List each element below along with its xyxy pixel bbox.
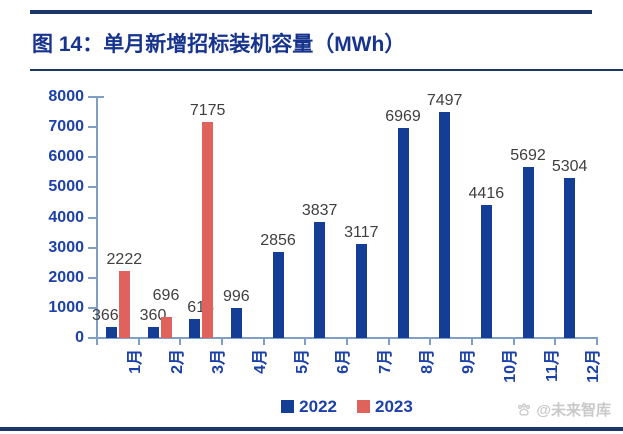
data-label-2022-8月: 6969 (385, 108, 421, 126)
x-axis-tick-mark (387, 339, 390, 345)
data-label-2023-2月: 696 (152, 287, 180, 305)
y-axis-top-cap (97, 96, 104, 98)
x-axis-tick-mark (96, 339, 98, 345)
data-label-2022-2月: 360 (139, 307, 167, 325)
y-axis-tick-label: 7000 (48, 118, 84, 136)
data-label-2022-4月: 996 (222, 287, 250, 305)
data-label-2022-6月: 3837 (301, 202, 338, 220)
x-axis-tick-mark (179, 339, 182, 345)
figure-title: 图 14：单月新增招标装机容量（MWh） (32, 33, 406, 56)
y-axis-line (96, 97, 98, 339)
bar-2022-3月 (189, 319, 201, 338)
y-axis-tick-mark (88, 126, 97, 129)
x-axis-line (96, 337, 598, 339)
paw-icon (518, 403, 531, 416)
x-axis-tick-mark (596, 339, 598, 345)
bar-2022-4月 (230, 307, 242, 338)
title-underline (30, 69, 623, 71)
y-axis-tick-mark (88, 186, 97, 189)
legend-swatch-2023 (357, 399, 370, 413)
y-axis-tick-label: 2000 (48, 268, 84, 286)
data-label-2023-1月: 2222 (106, 251, 143, 269)
x-axis-label-5月: 5月 (293, 349, 311, 374)
x-axis-tick-mark (554, 339, 557, 345)
bar-2022-10月 (480, 204, 492, 338)
bar-2023-3月 (202, 121, 214, 338)
x-axis-label-7月: 7月 (376, 349, 394, 374)
x-axis-tick-mark (304, 339, 307, 345)
y-axis-tick-mark (88, 276, 97, 279)
x-axis-tick-mark (471, 339, 473, 345)
chart-legend: 2022 2023 (97, 396, 597, 416)
watermark: @未来智库 (516, 399, 611, 420)
bar-2022-7月 (355, 244, 367, 338)
x-axis-label-8月: 8月 (418, 349, 436, 374)
y-axis-tick-mark (88, 306, 97, 309)
data-label-2022-11月: 5692 (510, 146, 546, 164)
x-axis-tick-mark (262, 339, 265, 345)
top-accent-rule (30, 10, 592, 14)
x-axis-label-11月: 11月 (543, 349, 561, 382)
x-axis-label-9月: 9月 (460, 349, 478, 374)
bar-2023-1月 (118, 271, 130, 338)
bar-2023-2月 (160, 317, 172, 338)
bar-2022-9月 (439, 112, 451, 338)
data-label-2022-12月: 5304 (551, 158, 588, 176)
bar-2022-1月 (105, 326, 117, 338)
x-axis-tick-mark (429, 339, 432, 345)
data-label-2022-10月: 4416 (468, 184, 505, 202)
bar-2022-11月 (522, 166, 534, 338)
data-label-2022-7月: 3117 (344, 224, 379, 242)
y-axis-tick-label: 3000 (48, 238, 84, 256)
legend-label-2022: 2022 (299, 396, 337, 416)
bar-2022-2月 (147, 327, 159, 338)
bar-2022-12月 (564, 178, 576, 338)
watermark-text: @未来智库 (536, 402, 611, 419)
y-axis-tick-label: 8000 (48, 88, 84, 105)
data-label-2023-3月: 7175 (189, 101, 226, 119)
y-axis-tick-label: 0 (75, 329, 84, 346)
x-axis-label-10月: 10月 (501, 349, 519, 383)
x-axis-tick-mark (221, 339, 223, 345)
x-axis-tick-mark (346, 339, 348, 345)
data-label-2022-9月: 7497 (426, 92, 463, 110)
legend-swatch-2022 (281, 399, 295, 413)
legend-label-2023: 2023 (375, 396, 413, 416)
bottom-accent-rule (0, 427, 623, 431)
y-axis-tick-label: 5000 (48, 178, 84, 196)
x-axis-label-1月: 1月 (126, 349, 144, 374)
x-axis-tick-mark (512, 339, 515, 345)
legend-item-2022: 2022 (281, 398, 337, 415)
x-axis-label-2月: 2月 (168, 349, 186, 374)
data-label-2022-5月: 2856 (260, 231, 296, 249)
y-axis-tick-mark (88, 246, 97, 249)
y-axis-tick-label: 4000 (48, 208, 84, 226)
x-axis-label-4月: 4月 (251, 349, 269, 374)
bar-2022-8月 (397, 128, 409, 338)
y-axis-tick-mark (88, 337, 97, 339)
y-axis-tick-mark (88, 96, 97, 98)
x-axis-label-3月: 3月 (210, 349, 228, 374)
y-axis-tick-label: 1000 (48, 298, 84, 316)
data-label-2022-1月: 366 (91, 306, 119, 324)
x-axis-label-12月: 12月 (585, 349, 603, 383)
y-axis-tick-mark (88, 216, 97, 219)
legend-item-2023: 2023 (357, 398, 413, 415)
y-axis-tick-mark (88, 156, 97, 159)
x-axis-label-6月: 6月 (335, 349, 353, 374)
bar-2022-5月 (272, 251, 284, 338)
x-axis-tick-mark (137, 339, 140, 345)
y-axis-tick-label: 6000 (48, 148, 84, 166)
bar-2022-6月 (314, 222, 326, 338)
